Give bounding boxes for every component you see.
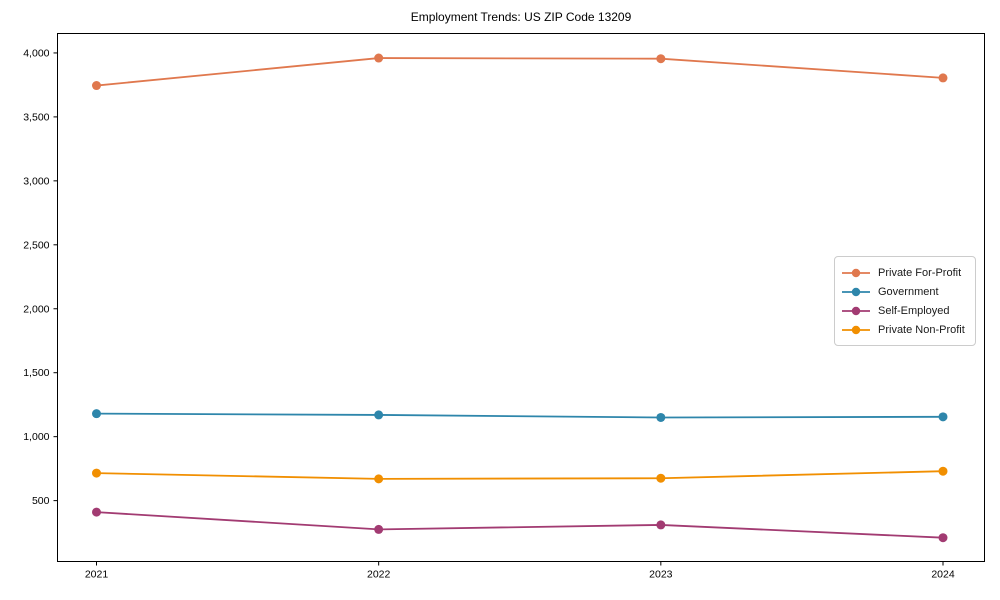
y-tick-label: 3,500	[23, 111, 49, 123]
data-point-marker	[92, 507, 101, 517]
data-point-marker	[938, 73, 948, 83]
data-point-marker	[938, 533, 948, 543]
x-tick-label: 2023	[649, 569, 673, 581]
legend-label: Private For-Profit	[878, 266, 962, 279]
axes-frame	[57, 33, 985, 562]
x-tick-label: 2021	[85, 569, 109, 581]
y-tick-label: 1,500	[23, 367, 49, 379]
data-point-marker	[656, 412, 666, 422]
data-point-marker	[92, 409, 101, 419]
series-line	[96, 511, 944, 539]
data-point-marker	[938, 412, 948, 422]
legend-item: Private Non-Profit	[841, 320, 969, 339]
legend-label: Self-Employed	[878, 304, 950, 317]
data-point-marker	[374, 53, 384, 63]
legend-item: Private For-Profit	[841, 263, 969, 282]
y-tick-label: 1,000	[23, 431, 49, 443]
legend-marker-icon	[842, 287, 870, 296]
data-point-marker	[656, 54, 666, 64]
y-tick-label: 4,000	[23, 47, 49, 59]
legend-label: Private Non-Profit	[878, 323, 965, 336]
data-point-marker	[656, 520, 666, 530]
legend-marker-icon	[842, 268, 870, 277]
x-tick-label: 2022	[367, 569, 391, 581]
x-tick-label: 2024	[931, 569, 955, 581]
data-point-marker	[656, 473, 666, 483]
legend-item: Self-Employed	[841, 301, 969, 320]
data-point-marker	[92, 81, 101, 91]
legend-label: Government	[878, 285, 939, 298]
legend-marker-icon	[842, 306, 870, 315]
data-point-marker	[374, 474, 384, 484]
y-tick-label: 2,500	[23, 239, 49, 251]
series-line	[96, 412, 944, 419]
legend-item: Government	[841, 282, 969, 301]
data-point-marker	[92, 468, 101, 478]
series-line	[96, 57, 944, 87]
y-tick-label: 2,000	[23, 303, 49, 315]
series-line	[96, 470, 944, 480]
data-point-marker	[374, 410, 384, 420]
chart-title: Employment Trends: US ZIP Code 13209	[410, 10, 632, 24]
legend: Private For-Profit Government Self-Employe…	[834, 256, 976, 346]
y-tick-label: 500	[32, 495, 50, 507]
data-point-marker	[938, 466, 948, 476]
y-tick-label: 3,000	[23, 175, 49, 187]
legend-marker-icon	[842, 325, 870, 334]
data-point-marker	[374, 524, 384, 534]
